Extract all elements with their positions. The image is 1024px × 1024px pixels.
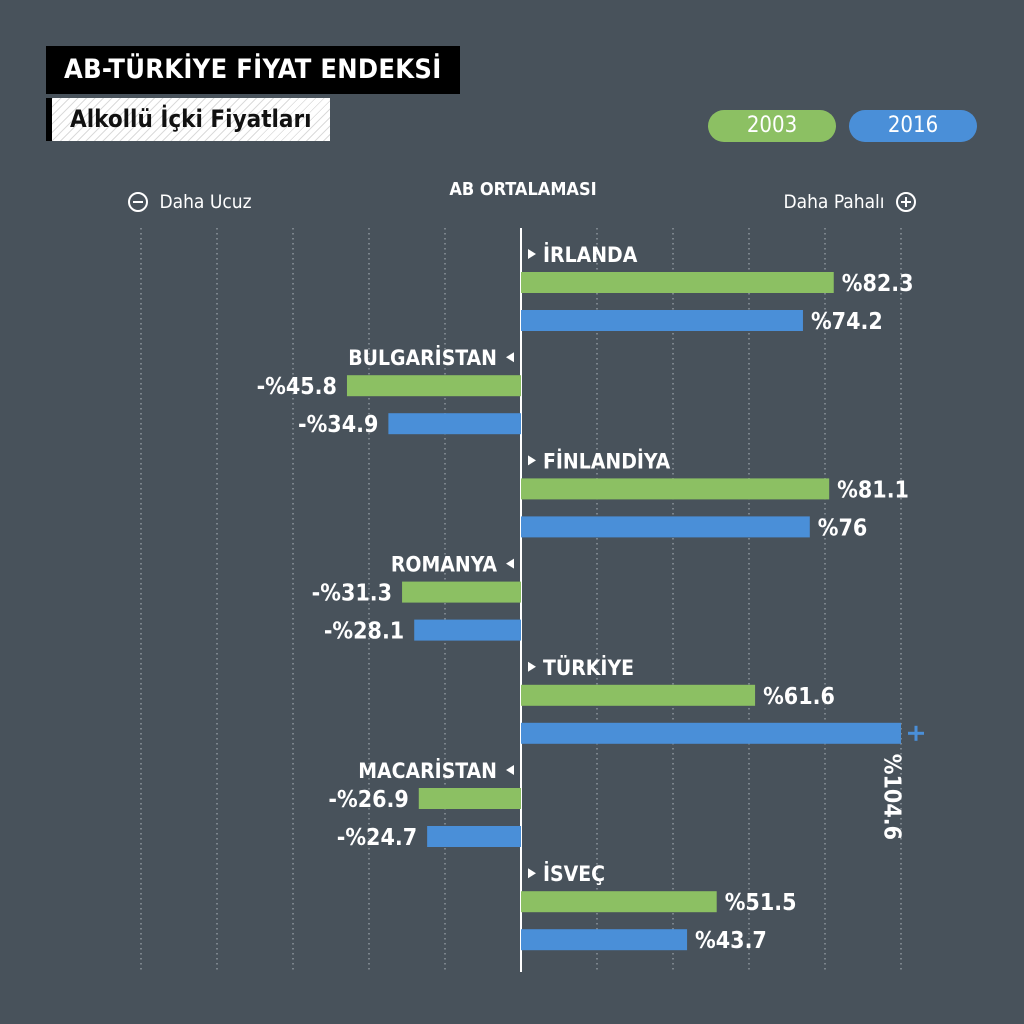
category-label: FİNLANDİYA — [543, 448, 671, 473]
data-label: -%45.8 — [257, 374, 337, 400]
chart-title: AB-TÜRKİYE FİYAT ENDEKSİ — [46, 46, 460, 94]
category-label: TÜRKİYE — [543, 655, 634, 680]
triangle-left-icon — [506, 352, 514, 363]
bar-2016 — [521, 310, 803, 331]
data-label: -%31.3 — [312, 581, 392, 607]
plus-circle-icon — [896, 192, 916, 212]
bar-2003 — [418, 788, 521, 809]
triangle-right-icon — [528, 455, 536, 466]
category-label: ROMANYA — [391, 553, 498, 577]
data-label: -%24.7 — [337, 825, 417, 851]
cheaper-label-group: Daha Ucuz — [128, 190, 252, 214]
plus-icon — [914, 725, 918, 741]
legend-item-2003: 2003 — [708, 110, 836, 142]
expensive-label: Daha Pahalı — [783, 191, 885, 213]
triangle-right-icon — [528, 661, 536, 672]
category-label: BULGARİSTAN — [348, 345, 497, 370]
triangle-right-icon — [528, 249, 536, 259]
bar-2016 — [414, 619, 521, 641]
chart-subtitle: Alkollü İçki Fiyatları — [46, 98, 330, 141]
triangle-right-icon — [528, 868, 536, 879]
data-label: %104.6 — [879, 754, 905, 840]
category-label: MACARİSTAN — [358, 758, 497, 783]
category-label: İSVEÇ — [543, 861, 605, 886]
bar-2003 — [521, 684, 756, 706]
triangle-left-icon — [506, 765, 514, 775]
bar-2016 — [521, 722, 901, 744]
eu-average-label: AB ORTALAMASI — [449, 179, 597, 200]
category-label: İRLANDA — [543, 242, 638, 267]
data-label: -%26.9 — [328, 787, 408, 813]
legend-item-2016: 2016 — [849, 110, 977, 142]
bar-2003 — [521, 478, 830, 500]
bar-2003 — [521, 272, 834, 293]
data-label: %81.1 — [837, 477, 909, 503]
data-label: %43.7 — [695, 928, 767, 954]
triangle-left-icon — [506, 558, 514, 569]
bar-2003 — [346, 375, 521, 397]
bar-2016 — [521, 929, 688, 951]
bar-2003 — [402, 581, 521, 603]
data-label: %82.3 — [842, 271, 914, 297]
data-label: %61.6 — [763, 684, 835, 710]
bar-2003 — [521, 891, 717, 913]
data-label: %74.2 — [811, 309, 883, 335]
cheaper-label: Daha Ucuz — [159, 191, 252, 213]
data-label: -%34.9 — [298, 412, 378, 438]
data-label: %76 — [818, 515, 868, 541]
data-label: %51.5 — [725, 890, 797, 916]
expensive-label-group: Daha Pahalı — [783, 190, 916, 214]
bar-2016 — [388, 413, 521, 435]
data-label: -%28.1 — [324, 619, 404, 645]
bar-2016 — [521, 516, 810, 538]
minus-circle-icon — [128, 192, 148, 212]
bar-2016 — [427, 826, 521, 847]
